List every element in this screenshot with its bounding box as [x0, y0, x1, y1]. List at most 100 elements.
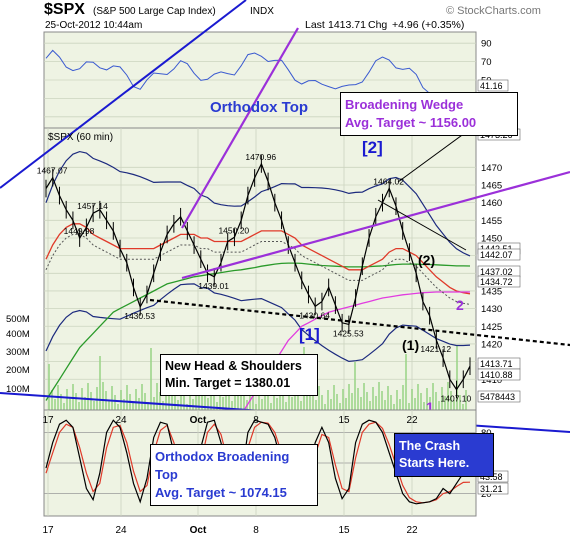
upper-band-line	[45, 150, 471, 257]
right-value-label: 1413.71	[480, 359, 513, 369]
volume-bar	[60, 394, 62, 410]
volume-bar	[273, 389, 275, 410]
volume-bar	[168, 396, 170, 410]
volume-bar	[444, 396, 446, 410]
volume-bar	[216, 402, 218, 410]
volume-bar	[159, 392, 161, 410]
volume-bar	[417, 384, 419, 410]
volume-tick-label: 100M	[6, 384, 30, 395]
rsi-tick-label: 70	[481, 57, 492, 68]
volume-bar	[321, 395, 323, 410]
volume-bar	[249, 386, 251, 410]
volume-bar	[387, 386, 389, 410]
volume-bar	[84, 397, 86, 410]
crash-line-2: Starts Here.	[399, 456, 470, 470]
date-label: 25-Oct-2012 10:44am	[45, 20, 142, 31]
volume-bar	[336, 394, 338, 410]
volume-bar	[339, 403, 341, 410]
volume-bar	[456, 346, 458, 410]
volume-bar	[198, 394, 200, 410]
rsi-last-box	[477, 79, 509, 92]
right-value-box	[477, 275, 521, 288]
stochastic-tick-label: 20	[481, 489, 492, 500]
broadening-top-callout: Orthodox Broadening Top Avg. Target ~ 10…	[150, 444, 318, 506]
volume-bar	[96, 387, 98, 410]
wave-1-paren-label: (1)	[402, 337, 419, 353]
volume-bar	[399, 399, 401, 410]
price-point-label: 1439.01	[198, 281, 229, 291]
volume-bar	[162, 401, 164, 410]
stochastic-x-tick-label: 17	[42, 525, 54, 536]
volume-bar	[459, 395, 461, 410]
price-point-label: 1425.53	[333, 328, 364, 338]
volume-bar	[435, 392, 437, 410]
volume-bar	[132, 403, 134, 410]
lower-band-line	[45, 283, 471, 363]
volume-bar	[225, 383, 227, 410]
volume-bar	[462, 404, 464, 410]
volume-bar	[318, 386, 320, 410]
volume-bar	[447, 382, 449, 410]
volume-bar	[312, 391, 314, 410]
volume-bar	[102, 382, 104, 410]
volume-bar	[297, 392, 299, 410]
volume-bar	[126, 385, 128, 410]
volume-bar	[414, 398, 416, 410]
volume-bar	[375, 396, 377, 410]
volume-bar	[144, 393, 146, 410]
volume-bar	[330, 399, 332, 410]
volume-bar	[372, 387, 374, 410]
price-x-tick-label: 22	[406, 415, 418, 426]
right-value-label: 1442.07	[480, 250, 513, 260]
volume-bar	[219, 388, 221, 410]
volume-bar	[174, 391, 176, 410]
broadening-wedge-target: Avg. Target ~ 1156.00	[345, 115, 477, 130]
volume-bar	[222, 397, 224, 410]
price-point-label: 1467.07	[37, 166, 68, 176]
price-point-label: 1449.98	[64, 226, 95, 236]
volume-bar	[66, 389, 68, 410]
volume-bar	[396, 390, 398, 410]
volume-bar	[165, 387, 167, 410]
volume-bar	[228, 392, 230, 410]
orthodox-top-label: Orthodox Top	[210, 99, 308, 116]
volume-tick-label: 200M	[6, 365, 30, 376]
volume-bar	[114, 395, 116, 410]
volume-bar	[54, 399, 56, 410]
stochastic-x-tick-label: 24	[115, 525, 127, 536]
watermark: © StockCharts.com	[446, 5, 541, 17]
volume-bar	[450, 391, 452, 410]
price-tick-label: 1450	[481, 233, 502, 244]
volume-bar	[213, 393, 215, 410]
volume-bar	[87, 383, 89, 410]
price-point-label: 1430.64	[299, 310, 330, 320]
wedge-lower-trendline	[181, 170, 570, 280]
volume-bar	[234, 387, 236, 410]
price-point-label: 1430.53	[124, 311, 155, 321]
volume-bar	[261, 399, 263, 410]
volume-bar	[111, 386, 113, 410]
volume-bar	[315, 400, 317, 410]
volume-bar	[258, 390, 260, 410]
volume-bar	[186, 404, 188, 410]
volume-bar	[384, 400, 386, 410]
dotted-ma-line	[45, 233, 471, 305]
stochastic-x-tick-label: 22	[406, 525, 418, 536]
price-point-label: 1457.14	[77, 201, 108, 211]
volume-bar	[288, 388, 290, 410]
volume-bar	[180, 386, 182, 410]
price-tick-label: 1420	[481, 339, 502, 350]
head-shoulders-title: New Head & Shoulders	[165, 359, 302, 373]
volume-bar	[264, 385, 266, 410]
volume-bar	[237, 396, 239, 410]
volume-bar	[366, 392, 368, 410]
green-ma-line	[45, 262, 471, 401]
volume-bar	[291, 397, 293, 410]
volume-bar	[333, 385, 335, 410]
price-tick-label: 1460	[481, 198, 502, 209]
price-tick-label: 1430	[481, 304, 502, 315]
volume-bar	[267, 394, 269, 410]
price-x-tick-label: Oct	[190, 415, 207, 426]
crash-callout: The Crash Starts Here.	[394, 433, 494, 477]
